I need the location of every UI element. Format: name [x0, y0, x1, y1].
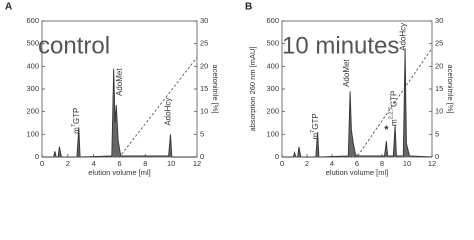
- x-tick-label: 2: [305, 159, 309, 168]
- peak-label-sup: 7: [310, 130, 316, 133]
- y-tick-label: 0: [275, 152, 279, 161]
- panel-label: B: [245, 2, 252, 13]
- peak-label: AdoMet: [115, 68, 124, 96]
- y2-tick-label: 5: [435, 129, 439, 138]
- y-tick-label: 200: [26, 107, 39, 116]
- big-label: control: [38, 32, 110, 59]
- y-tick-label: 400: [266, 61, 279, 70]
- gradient-line: [42, 57, 198, 158]
- y2-axis-label: acetonitrile [%]: [446, 64, 455, 113]
- x-axis-label: elution volume [ml]: [326, 168, 389, 177]
- peak-label-part: AdoMet: [115, 68, 124, 96]
- y2-tick-label: 25: [200, 39, 208, 48]
- y-tick-label: 500: [266, 39, 279, 48]
- y-tick-label: 600: [266, 16, 279, 25]
- x-tick-label: 6: [355, 159, 359, 168]
- chromatogram: [282, 48, 433, 158]
- peak-label: AdoHcy: [164, 98, 173, 126]
- y2-tick-label: 10: [435, 107, 443, 116]
- peak-label-part: AdoMet: [342, 59, 351, 87]
- peak-label: *: [384, 124, 389, 136]
- y2-tick-label: 5: [200, 129, 204, 138]
- peak-label-part: GTP: [311, 113, 320, 129]
- y2-tick-label: 25: [435, 39, 443, 48]
- x-tick-label: 12: [428, 159, 436, 168]
- x-axis-label: elution volume [ml]: [88, 168, 151, 177]
- x-tick-label: 10: [167, 159, 175, 168]
- y-tick-label: 300: [266, 84, 279, 93]
- y-tick-label: 100: [26, 129, 39, 138]
- y-tick-label: 200: [266, 107, 279, 116]
- peak-label: m7GTP: [310, 113, 320, 139]
- y-tick-label: 500: [26, 39, 39, 48]
- peak-label-part: GTP: [72, 108, 81, 124]
- x-tick-label: 4: [92, 159, 96, 168]
- peak-label: AdoMet: [342, 59, 351, 87]
- y-tick-label: 300: [26, 84, 39, 93]
- x-tick-label: 4: [330, 159, 334, 168]
- y2-tick-label: 0: [435, 152, 439, 161]
- y2-tick-label: 15: [200, 84, 208, 93]
- peak-label: m7GTP: [71, 108, 81, 134]
- x-tick-label: 8: [143, 159, 147, 168]
- peak-label-part: GTP: [390, 91, 399, 107]
- y2-tick-label: 0: [200, 152, 204, 161]
- y-tick-label: 100: [266, 129, 279, 138]
- peak-label-sup: 2,2,7: [389, 107, 395, 119]
- y-tick-label: 600: [26, 16, 39, 25]
- y2-tick-label: 20: [200, 61, 208, 70]
- y2-tick-label: 30: [200, 16, 208, 25]
- x-tick-label: 10: [403, 159, 411, 168]
- y2-tick-label: 10: [200, 107, 208, 116]
- peak-label: AdoHcy: [398, 23, 407, 51]
- x-tick-label: 0: [40, 159, 44, 168]
- peak-label-sup: 7: [71, 124, 77, 127]
- y-tick-label: 0: [35, 152, 39, 161]
- x-tick-label: 6: [117, 159, 121, 168]
- y-tick-label: 400: [26, 61, 39, 70]
- peak-label-part: AdoHcy: [398, 23, 407, 51]
- peak-label-part: m: [390, 119, 399, 126]
- y2-axis-label: acetonitrile [%]: [211, 64, 220, 113]
- big-label: 10 minutes: [282, 32, 399, 59]
- x-tick-label: 8: [380, 159, 384, 168]
- x-tick-label: 2: [66, 159, 70, 168]
- y2-tick-label: 30: [435, 16, 443, 25]
- peak-label-part: m: [72, 127, 81, 134]
- y2-tick-label: 20: [435, 61, 443, 70]
- y-axis-label: absorption 260 nm [mAU]: [248, 46, 257, 131]
- peak-label-part: m: [311, 132, 320, 139]
- panel-label: A: [5, 2, 12, 13]
- peak-label: m2,2,7GTP: [389, 91, 399, 126]
- y2-tick-label: 15: [435, 84, 443, 93]
- x-tick-label: 0: [280, 159, 284, 168]
- peak-label-part: AdoHcy: [164, 98, 173, 126]
- x-tick-label: 12: [193, 159, 201, 168]
- peak-label-part: *: [384, 124, 389, 136]
- gradient-line: [282, 47, 433, 158]
